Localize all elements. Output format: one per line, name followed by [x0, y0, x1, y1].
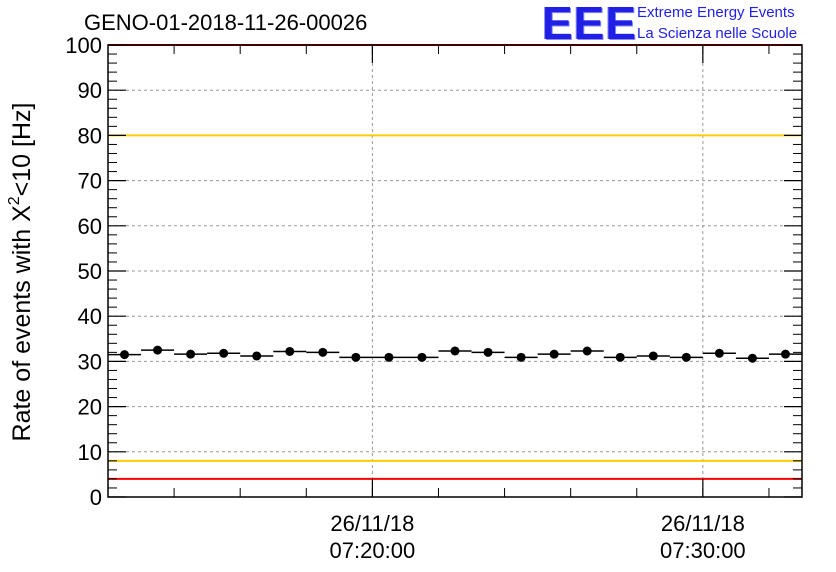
data-point	[120, 350, 130, 360]
y-axis-title: Rate of events with X2<10 [Hz]	[6, 103, 36, 442]
data-point	[714, 348, 724, 358]
reference-lines	[108, 44, 802, 480]
y-tick-labels: 0 10 20 30 40 50 60 70 80 90 100	[65, 33, 102, 510]
data-point	[582, 346, 592, 356]
y-tick-label: 40	[78, 304, 102, 329]
data-point	[780, 349, 790, 359]
logo-line-2: La Scienza nelle Scuole	[637, 25, 798, 42]
y-axis-title-sup: 2	[6, 196, 23, 205]
y-tick-label: 80	[78, 123, 102, 148]
x-tick-label-date: 26/11/18	[661, 511, 745, 536]
y-axis-title-main: Rate of events with X	[8, 205, 36, 442]
data-point	[219, 348, 229, 358]
logo-line-1: Extreme Energy Events	[637, 4, 795, 21]
data-point	[450, 346, 460, 356]
data-point	[549, 349, 559, 359]
data-point	[747, 353, 757, 363]
y-tick-label: 90	[78, 78, 102, 103]
plot-frame	[107, 44, 803, 498]
data-point	[615, 352, 625, 362]
y-tick-label: 10	[78, 440, 102, 465]
data-point	[516, 352, 526, 362]
data-point	[681, 352, 691, 362]
y-tick-label: 60	[78, 214, 102, 239]
data-point	[153, 345, 163, 355]
run-title: GENO-01-2018-11-26-00026	[84, 10, 368, 35]
eee-logo: EEE Extreme Energy Events La Scienza nel…	[542, 0, 832, 49]
data-point	[483, 347, 493, 357]
data-points	[108, 345, 802, 363]
data-point	[318, 347, 328, 357]
y-tick-label: 50	[78, 259, 102, 284]
x-tick-label-date: 26/11/18	[330, 511, 414, 536]
x-tick-label-time: 07:20:00	[330, 538, 416, 563]
data-point	[384, 352, 394, 362]
logo-mark: EEE	[542, 0, 638, 49]
y-tick-label: 100	[65, 33, 102, 58]
y-tick-label: 0	[90, 485, 102, 510]
x-tick-label-time: 07:30:00	[660, 538, 746, 563]
y-tick-label: 20	[78, 395, 102, 420]
grid-lines	[108, 45, 802, 497]
data-point	[417, 352, 427, 362]
data-point	[648, 351, 658, 361]
y-tick-label: 70	[78, 169, 102, 194]
data-point	[285, 346, 295, 356]
data-point	[351, 352, 361, 362]
data-point	[186, 349, 196, 359]
data-point	[252, 351, 262, 361]
y-axis-title-rest: <10 [Hz]	[8, 103, 36, 197]
y-tick-label: 30	[78, 349, 102, 374]
